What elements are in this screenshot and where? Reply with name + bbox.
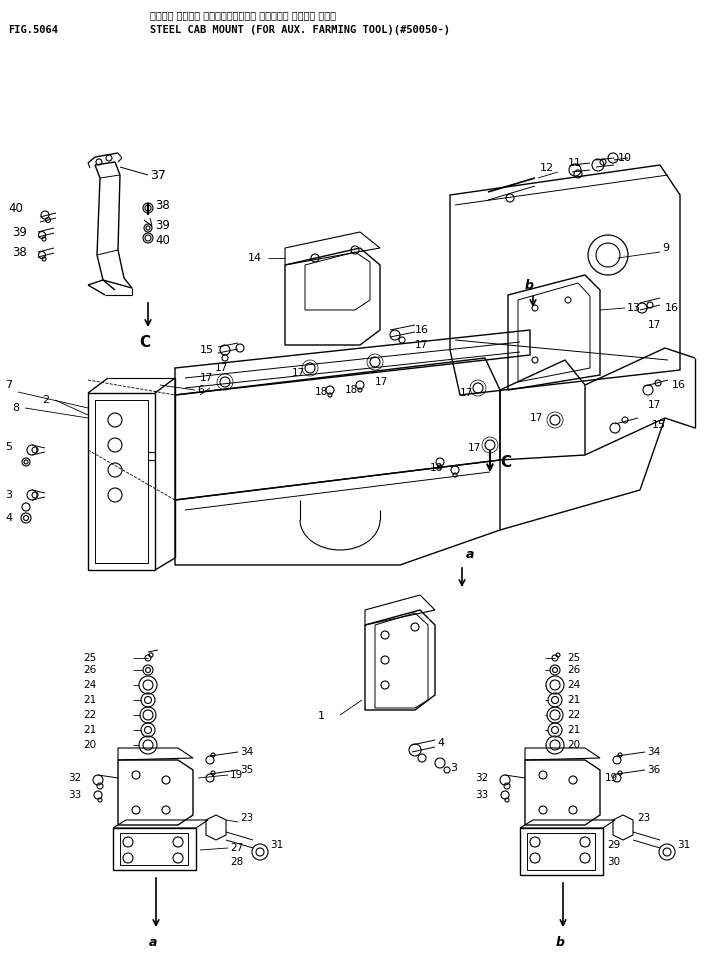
Text: a: a [149,935,158,949]
Text: 31: 31 [270,840,284,850]
Text: 17: 17 [292,368,305,378]
Text: 19: 19 [605,773,618,783]
Text: 15: 15 [652,420,666,430]
Text: 17: 17 [468,443,481,453]
Text: 8: 8 [12,403,19,413]
Text: 2: 2 [42,395,49,405]
Text: 21: 21 [567,725,580,735]
Text: 25: 25 [83,653,96,663]
Text: 23: 23 [240,813,253,823]
Text: 40: 40 [8,202,23,214]
Text: 33: 33 [68,790,81,800]
Text: 14: 14 [248,253,262,263]
Text: 4: 4 [5,513,12,523]
Text: 38: 38 [155,199,170,211]
Text: 36: 36 [647,765,660,775]
Text: 17: 17 [648,320,662,330]
Text: a: a [466,548,475,561]
Text: 18: 18 [345,385,358,395]
Text: 30: 30 [607,857,620,867]
Text: 21: 21 [83,725,96,735]
Text: 10: 10 [618,153,632,163]
Text: 38: 38 [12,245,26,259]
Text: 22: 22 [567,710,580,720]
Text: 33: 33 [475,790,488,800]
Text: 16: 16 [415,325,429,335]
Text: 21: 21 [567,695,580,705]
Text: 18: 18 [430,463,443,473]
Text: 17: 17 [648,400,662,410]
Text: 24: 24 [83,680,96,690]
Text: 1: 1 [318,711,325,721]
Text: FIG.5064: FIG.5064 [8,25,58,35]
Text: 21: 21 [83,695,96,705]
Text: 3: 3 [5,490,12,500]
Text: b: b [556,935,565,949]
Text: 28: 28 [230,857,243,867]
Text: 20: 20 [567,740,580,750]
Text: 9: 9 [662,243,669,253]
Text: C: C [139,334,150,350]
Text: 16: 16 [672,380,686,390]
Text: 18: 18 [315,387,328,397]
Text: 35: 35 [240,765,253,775]
Text: 39: 39 [12,226,27,238]
Text: 17: 17 [200,373,213,383]
Text: 32: 32 [475,773,488,783]
Text: 24: 24 [567,680,580,690]
Text: 20: 20 [83,740,96,750]
Text: 17: 17 [415,340,428,350]
Text: 13: 13 [627,303,641,313]
Text: 17: 17 [375,377,388,387]
Text: 15: 15 [200,345,214,355]
Text: 4: 4 [437,738,444,748]
Text: 17: 17 [530,413,543,423]
Text: 3: 3 [450,763,457,773]
Text: 6: 6 [197,385,204,395]
Text: 7: 7 [5,380,12,390]
Text: 37: 37 [150,169,166,181]
Text: 40: 40 [155,234,170,246]
Text: 22: 22 [83,710,96,720]
Text: 19: 19 [230,770,243,780]
Text: 32: 32 [68,773,81,783]
Text: 29: 29 [607,840,620,850]
Text: 27: 27 [230,843,243,853]
Text: b: b [525,278,534,292]
Text: スチール キャブ゛ マウント（ノウコウ サキ゛マキ ホジ゛マ ヨウ）: スチール キャブ゛ マウント（ノウコウ サキ゛マキ ホジ゛マ ヨウ） [150,10,336,20]
Text: 17: 17 [215,363,228,373]
Text: 31: 31 [677,840,690,850]
Text: 16: 16 [665,303,679,313]
Text: 39: 39 [155,218,170,232]
Text: 25: 25 [567,653,580,663]
Text: 11: 11 [568,158,582,168]
Text: 12: 12 [540,163,554,173]
Text: 17: 17 [460,388,473,398]
Text: 23: 23 [637,813,650,823]
Text: 34: 34 [647,747,660,757]
Text: STEEL CAB MOUNT (FOR AUX. FARMING TOOL)(#50050-): STEEL CAB MOUNT (FOR AUX. FARMING TOOL)(… [150,25,450,35]
Text: 26: 26 [83,665,96,675]
Text: 34: 34 [240,747,253,757]
Text: 5: 5 [5,442,12,452]
Text: 26: 26 [567,665,580,675]
Text: C: C [500,454,511,470]
